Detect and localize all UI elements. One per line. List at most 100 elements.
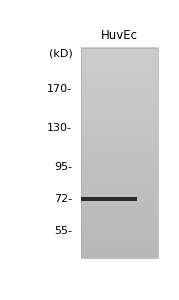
Bar [81, 68, 158, 69]
Bar [81, 159, 158, 160]
Bar [81, 131, 158, 132]
Bar [81, 108, 158, 109]
Bar [81, 237, 158, 238]
Bar [81, 196, 158, 197]
Bar [81, 235, 158, 236]
Bar [81, 185, 158, 186]
Bar [81, 142, 158, 143]
Bar [81, 223, 158, 224]
Bar [81, 168, 158, 169]
Bar [81, 131, 158, 132]
Bar [81, 116, 158, 117]
Bar [81, 135, 158, 136]
Bar [81, 91, 158, 92]
Bar [81, 49, 158, 50]
Bar [81, 221, 158, 222]
Bar [81, 86, 158, 87]
Bar [81, 89, 158, 90]
Bar [81, 98, 158, 99]
Bar [81, 198, 158, 199]
Bar [81, 128, 158, 129]
Bar [81, 181, 158, 182]
Bar [81, 245, 158, 246]
Bar [81, 176, 158, 177]
Bar [81, 127, 158, 128]
Bar [81, 217, 158, 218]
Bar [81, 133, 158, 134]
Bar [81, 160, 158, 161]
Bar [81, 206, 158, 207]
Bar [81, 81, 158, 82]
Bar [81, 90, 158, 91]
Bar [81, 214, 158, 215]
Bar [81, 173, 158, 174]
Bar [81, 63, 158, 64]
Bar [81, 184, 158, 185]
Bar [81, 182, 158, 183]
Bar [81, 213, 158, 214]
Bar [81, 166, 158, 167]
Bar [81, 161, 158, 162]
Bar [81, 54, 158, 55]
Text: (kD): (kD) [49, 49, 72, 59]
Bar [81, 149, 158, 150]
Bar [81, 58, 158, 59]
Bar [81, 158, 158, 159]
Bar [81, 120, 158, 121]
Bar [81, 95, 158, 96]
Bar [81, 111, 158, 112]
Bar [81, 255, 158, 256]
Bar [81, 170, 158, 171]
Bar [81, 253, 158, 254]
Bar [81, 253, 158, 254]
Bar [81, 82, 158, 83]
Bar [81, 183, 158, 184]
Bar [81, 84, 158, 85]
Bar [81, 63, 158, 64]
Bar [81, 219, 158, 220]
Bar [81, 192, 158, 193]
Bar [81, 224, 158, 225]
Bar [81, 99, 158, 100]
Bar [81, 112, 158, 113]
Bar [81, 140, 158, 141]
Bar [81, 72, 158, 73]
Bar [81, 56, 158, 57]
Bar [81, 164, 158, 165]
Bar [81, 246, 158, 247]
Bar [81, 106, 158, 107]
Bar [81, 54, 158, 55]
Bar [81, 82, 158, 83]
Bar [81, 80, 158, 81]
Bar [81, 113, 158, 114]
Bar [81, 181, 158, 182]
Bar [81, 178, 158, 179]
Bar [81, 241, 158, 242]
Bar [81, 225, 158, 226]
Bar [81, 85, 158, 86]
Bar [81, 215, 158, 216]
Bar [81, 64, 158, 65]
Bar [81, 62, 158, 63]
Bar [81, 234, 158, 235]
Bar [81, 97, 158, 98]
Bar [81, 196, 158, 197]
Bar [81, 193, 158, 194]
Bar [81, 197, 158, 198]
Bar [81, 77, 158, 78]
Bar [81, 175, 158, 176]
Bar [81, 177, 158, 178]
Bar [81, 164, 158, 165]
Bar [81, 65, 158, 67]
Bar [81, 141, 158, 142]
Bar [81, 186, 158, 187]
Bar [81, 211, 158, 212]
Bar [81, 183, 158, 184]
Bar [81, 108, 158, 109]
Bar [81, 123, 158, 124]
Bar [81, 155, 158, 156]
Bar [81, 47, 158, 258]
Bar [81, 53, 158, 54]
Bar [81, 215, 158, 216]
Bar [81, 126, 158, 127]
